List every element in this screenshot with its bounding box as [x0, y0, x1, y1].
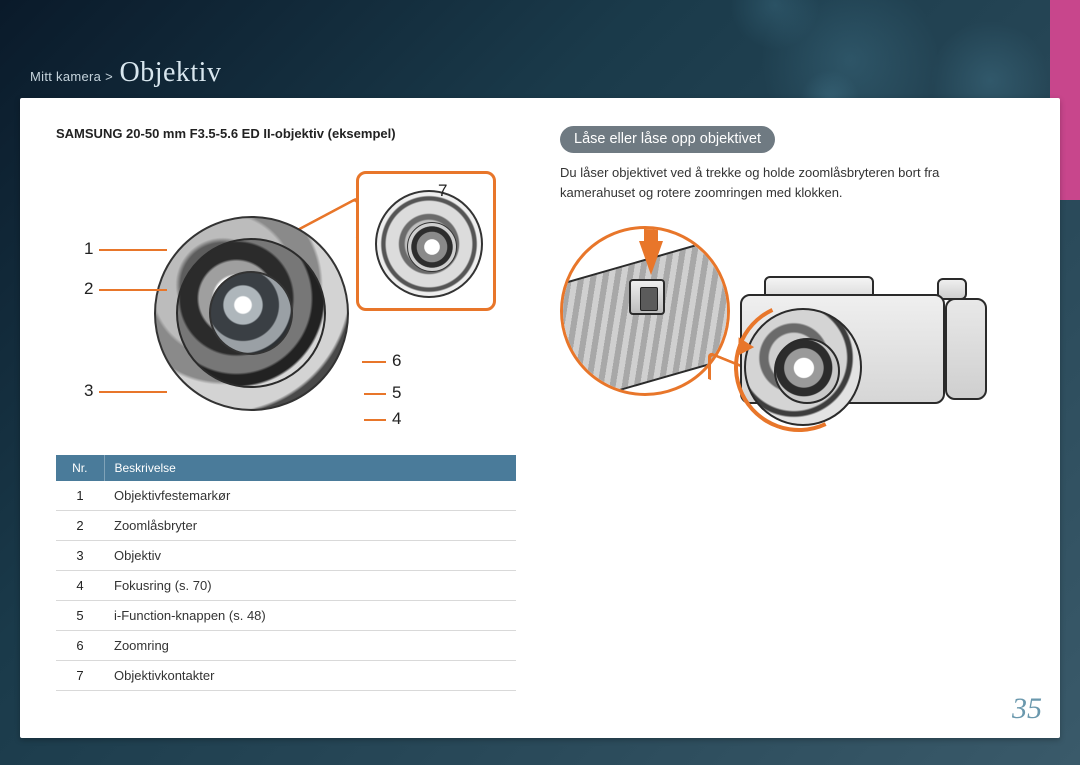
callout-7: 7	[438, 181, 447, 201]
right-column: Låse eller låse opp objektivet Du låser …	[560, 126, 1024, 718]
lens-example-title: SAMSUNG 20-50 mm F3.5-5.6 ED II-objektiv…	[56, 126, 520, 141]
table-header-desc: Beskrivelse	[104, 455, 516, 481]
table-row: 1Objektivfestemarkør	[56, 481, 516, 511]
callout-2: 2	[84, 279, 173, 299]
table-row: 4Fokusring (s. 70)	[56, 571, 516, 601]
callout-3: 3	[84, 381, 173, 401]
table-row: 6Zoomring	[56, 631, 516, 661]
zoom-lock-switch-icon	[629, 279, 665, 315]
lock-unlock-diagram	[560, 221, 990, 451]
table-row: 5i-Function-knappen (s. 48)	[56, 601, 516, 631]
lens-mount-inset	[356, 171, 496, 311]
section-pill-heading: Låse eller låse opp objektivet	[560, 126, 775, 153]
lens-parts-diagram: 1 2 3 6 5 4 7	[56, 151, 496, 441]
table-row: 2Zoomlåsbryter	[56, 511, 516, 541]
table-row: 3Objektiv	[56, 541, 516, 571]
page-title: Objektiv	[119, 57, 221, 88]
lens-illustration	[154, 216, 349, 411]
camera-illustration	[740, 276, 985, 436]
left-column: SAMSUNG 20-50 mm F3.5-5.6 ED II-objektiv…	[56, 126, 520, 718]
page-number: 35	[1012, 692, 1042, 726]
parts-table: Nr. Beskrivelse 1Objektivfestemarkør 2Zo…	[56, 455, 516, 691]
breadcrumb-prefix: Mitt kamera >	[30, 69, 113, 84]
callout-5: 5	[358, 383, 401, 403]
callout-6: 6	[356, 351, 401, 371]
breadcrumb: Mitt kamera > Objektiv	[30, 57, 221, 89]
callout-4: 4	[358, 409, 401, 429]
push-arrow-icon	[639, 241, 663, 275]
callout-1: 1	[84, 239, 173, 259]
lens-mount-icon	[375, 190, 483, 298]
content-sheet: SAMSUNG 20-50 mm F3.5-5.6 ED II-objektiv…	[20, 98, 1060, 738]
table-header-nr: Nr.	[56, 455, 104, 481]
table-row: 7Objektivkontakter	[56, 661, 516, 691]
lock-instruction-paragraph: Du låser objektivet ved å trekke og hold…	[560, 163, 1000, 203]
zoom-switch-detail	[560, 226, 730, 396]
